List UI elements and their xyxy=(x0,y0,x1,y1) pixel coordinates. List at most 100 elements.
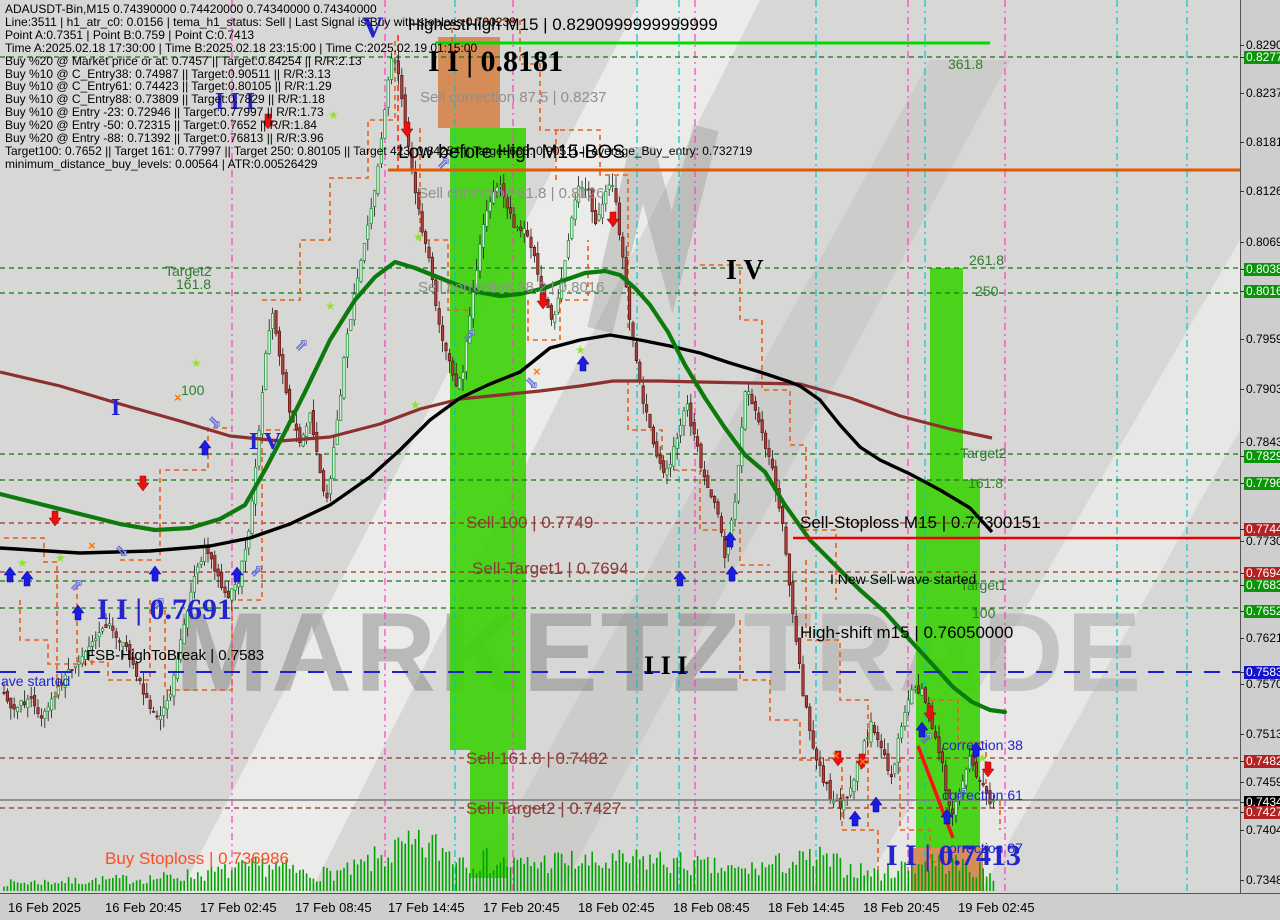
fib-250-label: 250 xyxy=(975,283,999,299)
price-axis-label: 0.8126 xyxy=(1246,184,1280,198)
star-icon: ★ xyxy=(55,551,66,565)
price-axis-label: 0.7427 xyxy=(1244,806,1280,819)
time-axis-label: 17 Feb 08:45 xyxy=(295,900,372,915)
sell-correction-38-label: Sell correction 38.2 | 0.8016 xyxy=(418,279,605,296)
roman-i: I xyxy=(111,395,121,421)
roman-iv-left: I V xyxy=(249,429,282,455)
price-axis-tick xyxy=(1240,529,1244,530)
sell-correction-87-label: Sell correction 87.5 | 0.8237 xyxy=(420,89,607,106)
info-line-6: Buy %10 @ C_Entry38: 0.74987 || Target:0… xyxy=(5,66,331,81)
roman-ii-7413: I I | 0.7413 xyxy=(886,839,1021,872)
star-icon: ★ xyxy=(575,343,586,357)
price-axis-label: 0.8038 xyxy=(1244,263,1280,276)
price-axis-label: 0.7683 xyxy=(1244,579,1280,592)
price-axis-tick xyxy=(1240,684,1244,685)
fib-361-label: 361.8 xyxy=(948,56,984,72)
price-axis-tick xyxy=(1240,269,1244,270)
roman-v: V xyxy=(362,11,384,44)
fib-100-right-label: 100 xyxy=(972,605,996,621)
price-axis-label: 0.7730 xyxy=(1246,534,1280,548)
hollow-up-arrow-icon: ⇗ xyxy=(250,563,263,580)
info-line-4: Time A:2025.02.18 17:30:00 | Time B:2025… xyxy=(5,40,478,55)
price-axis-tick xyxy=(1240,880,1244,881)
price-axis-label: 0.8069 xyxy=(1246,235,1280,249)
price-axis-label: 0.7482 xyxy=(1244,755,1280,768)
highest-high-label: HighestHigh M15 | 0.8290999999999999 xyxy=(408,15,718,34)
price-axis-label: 0.8181 xyxy=(1246,135,1280,149)
price-axis-tick xyxy=(1240,585,1244,586)
price-axis-label: 0.7843 xyxy=(1246,435,1280,449)
time-axis-label: 17 Feb 20:45 xyxy=(483,900,560,915)
star-icon: ★ xyxy=(191,356,202,370)
hollow-up-arrow-icon: ⇗ xyxy=(152,595,165,612)
price-axis-label: 0.7404 xyxy=(1246,823,1280,837)
chart-canvas[interactable]: ⇗ ⇘ ⇘ ⇗ ⇗ ⇗ ⇗ ⇘ ⇗ ⇗ ⇗ ★ ★ ★ ★ ★ ★ ★ ★ ★ × × × × × xyxy=(0,0,1240,893)
price-axis-tick xyxy=(1240,93,1244,94)
correction-38-label: correction 38 xyxy=(942,737,1023,753)
star-icon: ★ xyxy=(413,230,424,244)
sell-target2-label: Sell Target2 | 0.7427 xyxy=(466,799,622,818)
price-axis-label: 0.7796 xyxy=(1244,477,1280,490)
price-axis-label: 0.7434 xyxy=(1244,796,1280,809)
sell-target1-label: Sell-Target1 | 0.7694 xyxy=(472,559,629,578)
x-mark-icon: × xyxy=(174,390,182,405)
time-axis-label: 17 Feb 14:45 xyxy=(388,900,465,915)
price-axis-tick xyxy=(1240,456,1244,457)
info-line-3: Point A:0.7351 | Point B:0.759 | Point C… xyxy=(5,27,255,42)
price-axis-tick xyxy=(1240,573,1244,574)
correction-61-label: correction 61 xyxy=(942,787,1023,803)
sell-correction-61-label: Sell correction 61.8 | 0.8126 xyxy=(418,185,605,202)
wave-started-label: ave started xyxy=(1,673,71,689)
time-axis-label: 16 Feb 2025 xyxy=(8,900,82,915)
time-axis[interactable]: 16 Feb 2025 16 Feb 20:45 17 Feb 02:45 17 Fe… xyxy=(0,893,1280,920)
volume-bars xyxy=(3,829,995,891)
fsb-high-to-break-label: FSB-HighToBreak | 0.7583 xyxy=(86,647,265,664)
roman-iv-mid: I V xyxy=(726,255,764,286)
info-line-11: Buy %20 @ Entry -88: 0.71392 || Target:0… xyxy=(5,131,324,146)
price-axis-tick xyxy=(1240,812,1244,813)
high-shift-label: High-shift m15 | 0.76050000 xyxy=(800,623,1014,642)
price-axis-tick xyxy=(1240,672,1244,673)
info-line-9: Buy %10 @ Entry -23: 0.72946 || Target:0… xyxy=(5,105,324,120)
x-mark-icon: × xyxy=(832,748,840,763)
info-line-7: Buy %10 @ C_Entry61: 0.74423 || Target:0… xyxy=(5,79,332,94)
moving-averages xyxy=(0,259,1008,715)
info-line-8: Buy %10 @ C_Entry88: 0.73809 || Target:0… xyxy=(5,92,325,107)
hollow-down-arrow-icon: ⇘ xyxy=(115,543,128,560)
new-sell-wave-label: I New Sell wave started xyxy=(830,571,977,587)
price-axis-tick xyxy=(1240,782,1244,783)
price-axis[interactable]: 0.8290 0.8277 0.8237 0.8181 0.8126 0.8069 0.80… xyxy=(1240,0,1280,893)
time-axis-label: 18 Feb 02:45 xyxy=(578,900,655,915)
price-axis-tick xyxy=(1240,734,1244,735)
info-line-10: Buy %20 @ Entry -50: 0.72315 || Target:0… xyxy=(5,118,317,133)
hollow-up-arrow-icon: ⇗ xyxy=(437,155,450,172)
price-axis-label: 0.7694 xyxy=(1244,567,1280,580)
buy-stoploss-label: Buy Stoploss | 0.736986 xyxy=(105,849,289,868)
price-axis-label: 0.8290 xyxy=(1246,38,1280,52)
price-axis-label: 0.7583 xyxy=(1244,666,1280,679)
star-icon: ★ xyxy=(977,751,988,765)
roman-iii-top: I I I xyxy=(215,89,256,115)
price-axis-tick xyxy=(1240,242,1244,243)
info-line-12: Target100: 0.7652 || Target 161: 0.77997… xyxy=(5,143,753,158)
price-axis-tick xyxy=(1240,142,1244,143)
x-mark-icon: × xyxy=(533,364,541,379)
price-axis-label: 0.7348 xyxy=(1246,873,1280,887)
price-axis-tick xyxy=(1240,541,1244,542)
price-axis-tick xyxy=(1240,339,1244,340)
price-axis-label: 0.8016 xyxy=(1244,285,1280,298)
target2-right-label: Target2 xyxy=(960,445,1007,461)
target2-left-label: Target2 xyxy=(165,263,212,279)
price-axis-tick xyxy=(1240,802,1244,803)
price-axis-tick xyxy=(1240,830,1244,831)
roman-iii-mid: I I I xyxy=(644,651,688,680)
hollow-up-arrow-icon: ⇗ xyxy=(295,337,308,354)
signal-lines xyxy=(0,41,1240,839)
info-line-5: Buy %20 @ Market price or at: 0.7457 || … xyxy=(5,53,362,68)
info-line-13: minimum_distance_buy_levels: 0.00564 | A… xyxy=(5,156,318,171)
time-axis-label: 18 Feb 20:45 xyxy=(863,900,940,915)
price-axis-label: 0.7570 xyxy=(1246,677,1280,691)
hollow-up-arrow-icon: ⇗ xyxy=(955,785,968,802)
roman-ii-8181: I I | 0.8181 xyxy=(428,45,563,78)
